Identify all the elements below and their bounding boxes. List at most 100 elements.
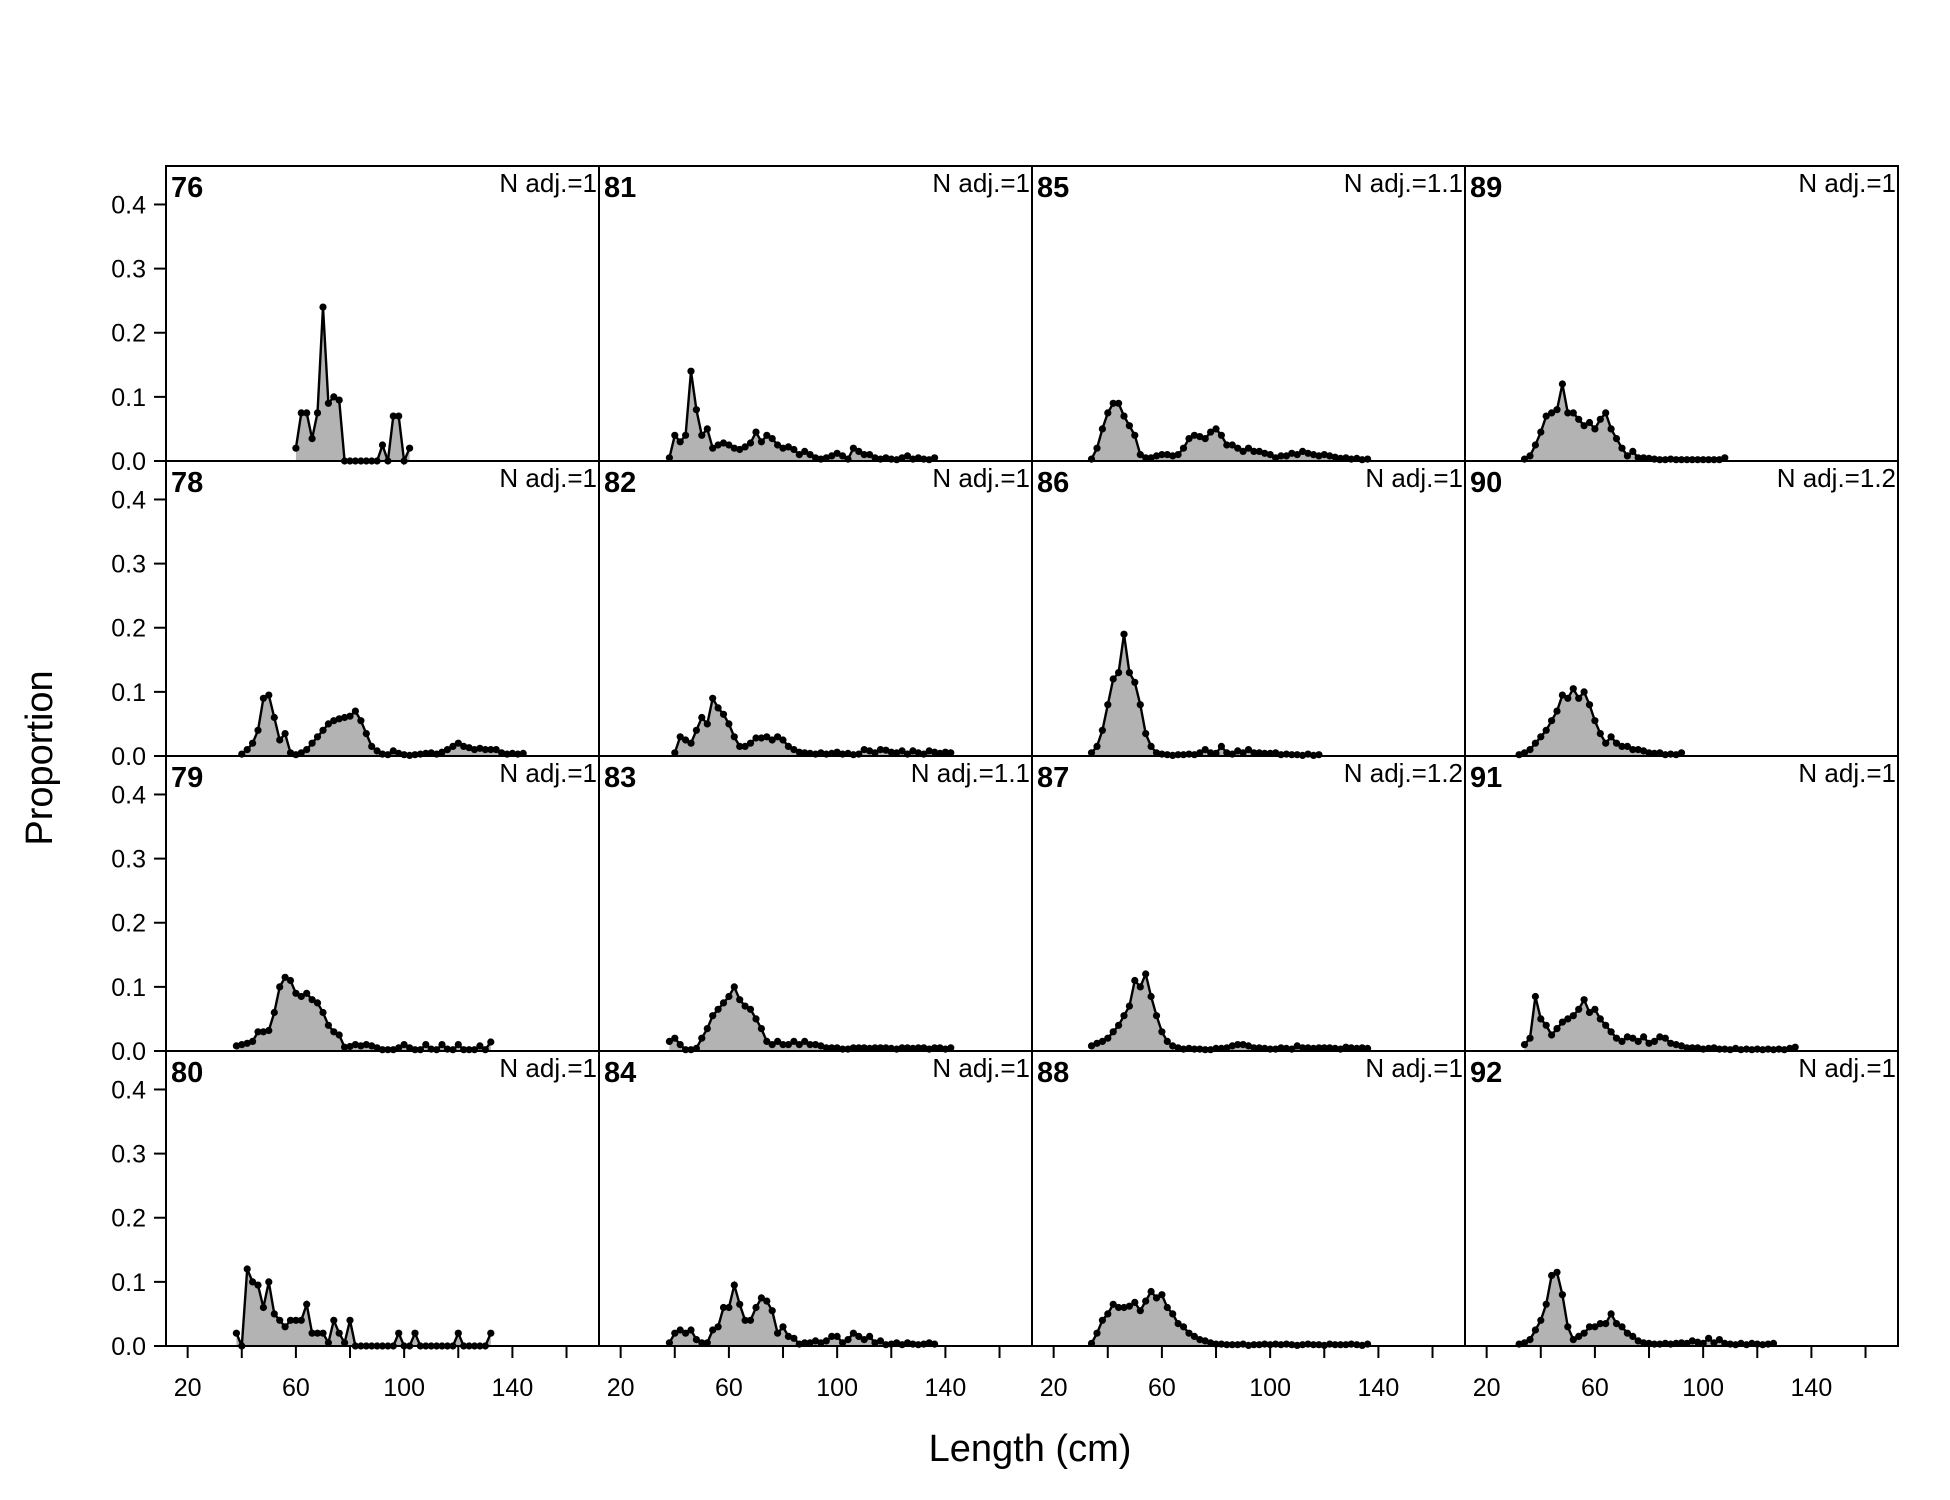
data-point: [1650, 1037, 1658, 1045]
data-point: [1093, 1039, 1101, 1047]
data-point: [1326, 1044, 1334, 1052]
data-point: [1542, 1021, 1550, 1029]
data-point: [335, 396, 343, 404]
data-point: [1093, 1329, 1101, 1337]
data-point: [1688, 1044, 1696, 1052]
data-point: [308, 1329, 316, 1337]
data-point: [1120, 1012, 1128, 1020]
data-point: [259, 694, 267, 702]
data-point: [914, 749, 922, 757]
data-point: [286, 976, 295, 985]
n-adj-label: N adj.=1: [499, 463, 597, 493]
data-point: [1531, 739, 1539, 747]
data-point: [1125, 422, 1133, 430]
data-point: [1640, 1033, 1648, 1041]
data-point: [1645, 1039, 1653, 1047]
data-point: [1142, 730, 1150, 738]
y-tick-label: 0.1: [111, 974, 146, 1002]
data-point: [1261, 449, 1269, 457]
y-axis-label: Proportion: [19, 670, 61, 845]
panel-label: 91: [1470, 762, 1502, 794]
data-point: [303, 989, 311, 997]
data-point: [1152, 1012, 1161, 1020]
data-point: [719, 999, 728, 1007]
panel-76: 76 N adj.=1 0.0 0.1 0.2 0.3 0.4: [111, 165, 600, 476]
data-point: [941, 748, 950, 756]
data-point: [1169, 1042, 1177, 1050]
x-tick-label: 100: [1682, 1374, 1724, 1402]
data-point: [481, 746, 489, 754]
data-point: [709, 1326, 717, 1334]
data-point: [1623, 1033, 1631, 1041]
data-point: [438, 748, 446, 756]
data-point: [416, 1046, 424, 1054]
data-point: [1612, 435, 1621, 443]
data-point: [1331, 453, 1339, 461]
data-point: [1537, 733, 1545, 741]
data-point: [1629, 746, 1637, 754]
data-point: [1244, 746, 1253, 754]
data-point: [692, 406, 701, 414]
data-point: [665, 1339, 674, 1347]
data-point: [1326, 452, 1334, 460]
y-tick-label: 0.1: [111, 384, 146, 412]
data-point: [427, 749, 435, 757]
data-point: [1196, 1336, 1204, 1344]
data-point: [682, 736, 690, 744]
data-point: [746, 739, 755, 747]
data-point: [817, 1339, 825, 1347]
data-point: [1526, 452, 1534, 460]
x-tick-label: 60: [282, 1374, 310, 1402]
n-adj-label: N adj.=1.2: [1777, 463, 1896, 493]
data-point: [1596, 415, 1604, 423]
data-point: [871, 1339, 879, 1347]
data-point: [795, 1041, 803, 1049]
y-tick-label: 0.4: [111, 486, 146, 514]
data-point: [909, 747, 917, 755]
data-point: [860, 1336, 868, 1344]
data-point: [297, 409, 305, 417]
data-point: [936, 1044, 944, 1052]
data-point: [249, 1037, 257, 1045]
data-point: [481, 1046, 489, 1054]
data-point: [324, 399, 332, 407]
panel-label: 79: [171, 762, 203, 794]
data-point: [254, 1028, 262, 1036]
data-point: [1239, 1041, 1247, 1049]
data-point: [1142, 454, 1150, 462]
data-point: [1618, 742, 1626, 751]
data-point: [671, 1329, 679, 1337]
data-point: [774, 733, 782, 741]
panel-label: 78: [171, 467, 203, 499]
panel-90: 90 N adj.=1.2: [1464, 460, 1899, 759]
data-point: [709, 694, 717, 702]
data-point: [1607, 1310, 1615, 1318]
data-point: [671, 1034, 679, 1042]
data-point: [1109, 1300, 1117, 1308]
data-point: [752, 1303, 760, 1312]
data-point: [1580, 688, 1588, 696]
data-point: [1255, 447, 1263, 455]
x-tick-label: 100: [816, 1374, 858, 1402]
data-point: [395, 1044, 403, 1052]
data-point: [1585, 418, 1594, 427]
data-point: [1710, 1339, 1718, 1347]
data-point: [801, 1339, 809, 1347]
data-point: [1656, 1033, 1664, 1041]
data-point: [389, 747, 397, 755]
data-point: [1223, 1044, 1231, 1052]
data-point: [330, 393, 338, 401]
data-point: [357, 1042, 365, 1050]
data-point: [1304, 1044, 1312, 1052]
data-point: [1136, 983, 1144, 991]
data-point: [709, 444, 717, 452]
data-point: [308, 996, 316, 1004]
data-point: [725, 720, 733, 728]
data-point: [768, 1041, 776, 1049]
data-point: [281, 1323, 289, 1331]
data-point: [757, 1294, 766, 1302]
data-point: [1320, 1044, 1328, 1052]
data-point: [784, 443, 793, 451]
data-point: [1553, 1025, 1561, 1033]
x-tick-label: 60: [1148, 1374, 1176, 1402]
